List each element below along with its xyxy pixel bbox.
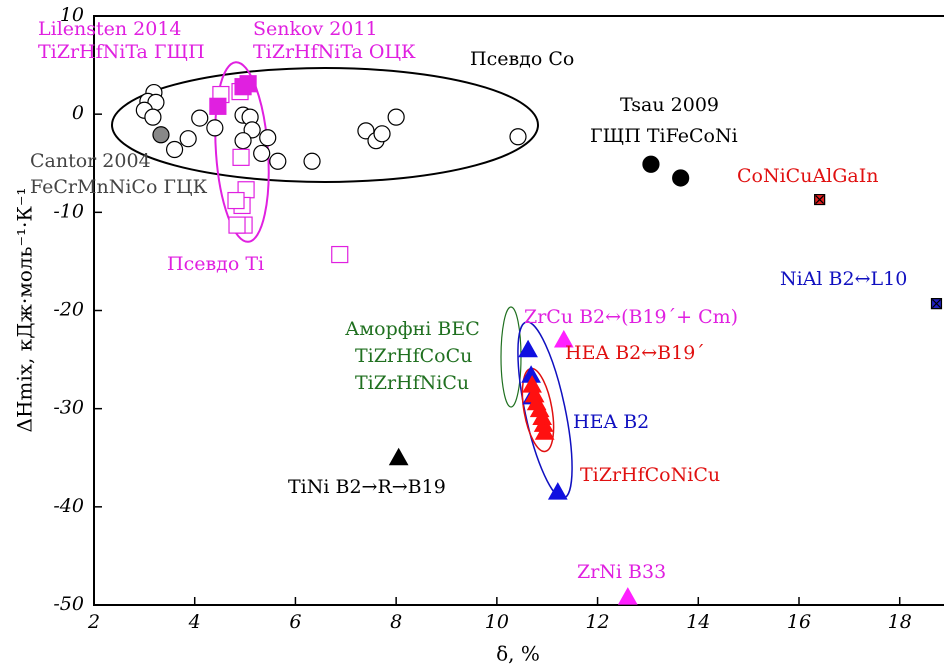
annotation: Псевдо Ti — [167, 253, 264, 275]
x-tick-label: 10 — [485, 611, 509, 633]
data-point — [227, 191, 245, 210]
data-point — [534, 422, 555, 440]
y-tick-label: 10 — [60, 4, 84, 26]
data-point — [672, 169, 690, 187]
data-point — [331, 245, 349, 264]
annotation: TiNi B2→R→B19 — [288, 476, 446, 498]
annotation: TiZrHfCoNiCu — [580, 464, 720, 486]
x-tick-label: 4 — [188, 611, 201, 633]
annotation: ZrNi B33 — [577, 561, 666, 583]
annotation: TiZrHfNiTa ОЦК — [253, 41, 416, 63]
annotation: HEA B2 — [573, 411, 649, 433]
data-point — [547, 482, 568, 500]
y-tick-label: -10 — [53, 200, 84, 222]
y-tick-label: -40 — [53, 495, 84, 517]
data-point — [303, 152, 321, 170]
annotation: FeCrMnNiCo ГЦК — [30, 176, 208, 198]
annotation: Псевдо Co — [470, 48, 574, 70]
annotation: ГЩП TiFeCoNi — [590, 125, 738, 147]
data-point — [234, 132, 252, 150]
data-point — [234, 78, 252, 96]
data-point — [179, 130, 197, 148]
data-point — [814, 193, 826, 206]
data-point — [373, 125, 391, 143]
data-point — [209, 97, 227, 115]
data-point — [518, 339, 538, 358]
ellipses — [111, 61, 573, 499]
annotation: Cantor 2004 — [30, 150, 151, 172]
annotation: Senkov 2011 — [253, 18, 378, 40]
y-tick-label: -50 — [53, 593, 84, 615]
data-point — [388, 447, 409, 466]
data-point — [259, 129, 277, 147]
data-point — [232, 148, 250, 166]
annotation: NiAl B2↔L10 — [780, 268, 907, 290]
annotation: CoNiCuAlGaIn — [737, 165, 879, 187]
data-point — [930, 298, 943, 310]
annotation: TiZrHfNiTa ГЩП — [38, 41, 205, 63]
x-axis-label: δ, % — [496, 642, 540, 666]
data-point — [617, 587, 638, 605]
data-point — [191, 109, 209, 127]
data-point — [206, 119, 224, 137]
annotation: Аморфні ВЕС — [345, 318, 480, 340]
data-point — [228, 216, 246, 234]
y-tick-label: -30 — [53, 397, 84, 419]
data-point — [642, 155, 660, 173]
data-point — [165, 140, 184, 159]
annotation: Tsau 2009 — [620, 94, 719, 116]
y-axis-label: ΔHmix, кДж·моль⁻¹·К⁻¹ — [13, 188, 37, 433]
data-point — [509, 128, 527, 146]
x-tick-label: 6 — [289, 611, 301, 633]
x-tick-label: 16 — [787, 611, 811, 633]
annotation: Lilensten 2014 — [38, 18, 182, 40]
group-ellipse — [111, 67, 539, 183]
annotation: TiZrHfNiCu — [355, 372, 469, 394]
x-tick-label: 18 — [888, 611, 912, 633]
data-point — [144, 108, 162, 126]
annotation: TiZrHfCoCu — [355, 345, 472, 367]
annotation: HEA B2↔B19´ — [565, 342, 705, 364]
data-point — [253, 144, 271, 163]
y-tick-label: -20 — [53, 299, 84, 321]
data-point — [387, 108, 405, 126]
y-tick-label: 0 — [72, 102, 84, 124]
x-tick-label: 8 — [390, 611, 402, 633]
data-point — [553, 329, 574, 348]
x-tick-label: 14 — [686, 611, 710, 633]
x-tick-label: 12 — [585, 611, 609, 633]
annotation: ZrCu B2↔(B19´+ Cm) — [524, 306, 738, 328]
x-tick-label: 2 — [87, 611, 100, 633]
data-point — [269, 152, 287, 170]
data-point — [152, 126, 170, 144]
